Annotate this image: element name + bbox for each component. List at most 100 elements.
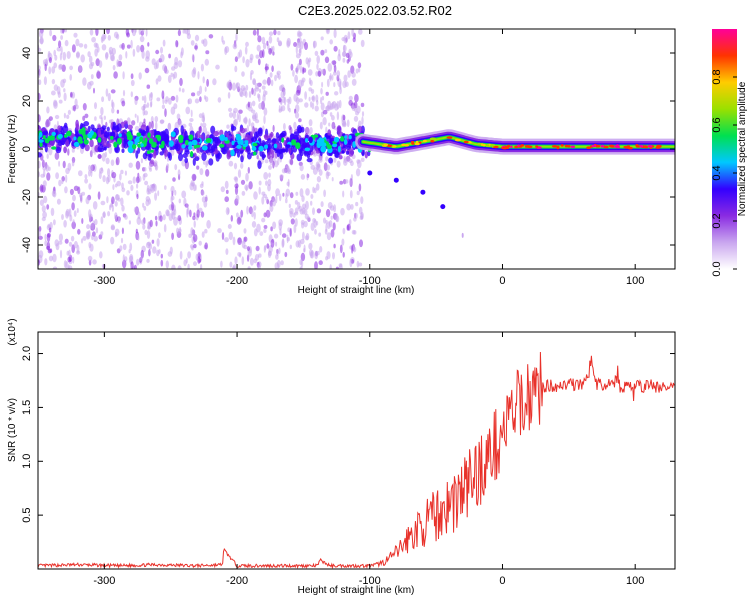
heat-hot-spot (535, 145, 539, 148)
heat-noise-blob (114, 200, 118, 207)
heat-noise-blob (105, 157, 110, 165)
heat-noise-blob (88, 183, 92, 190)
heat-noise-blob (59, 52, 63, 61)
heat-noise-blob (105, 121, 108, 128)
heat-noise-blob (58, 240, 63, 245)
heat-noise-blob (43, 169, 46, 178)
heat-noise-blob (75, 38, 80, 47)
heat-hot-spot (404, 143, 409, 147)
heat-noise-blob (118, 54, 123, 61)
heat-noise-blob (155, 60, 159, 69)
heat-noise-blob (329, 112, 333, 117)
spectrogram-x-label: Height of straight line (km) (298, 285, 415, 296)
heat-noise-blob (38, 250, 44, 258)
heat-noise-blob (270, 226, 273, 232)
heat-noise-blob (289, 158, 294, 166)
heat-hot-spot (430, 139, 435, 143)
heat-noise-blob (258, 253, 262, 258)
heat-band-blob (44, 144, 48, 153)
heat-noise-blob (199, 183, 204, 189)
heat-noise-blob (252, 126, 255, 134)
heat-noise-blob (132, 48, 136, 57)
heat-noise-blob (101, 96, 105, 103)
heat-band-blob (275, 132, 280, 139)
heat-noise-blob (276, 249, 279, 257)
heat-noise-blob (84, 113, 89, 119)
heat-noise-blob (205, 194, 208, 203)
heat-noise-blob (221, 232, 225, 241)
heat-peak-blob (116, 137, 122, 145)
heat-peak-blob (39, 142, 43, 147)
heat-noise-blob (335, 266, 339, 269)
heat-noise-blob (95, 29, 99, 36)
heat-noise-blob (299, 37, 302, 44)
heat-noise-blob (110, 236, 115, 245)
heat-band-blob (270, 131, 274, 138)
heat-noise-blob (256, 155, 259, 160)
heat-noise-blob (348, 99, 353, 106)
heat-noise-blob (237, 237, 243, 245)
heat-noise-blob (279, 85, 284, 92)
heat-noise-blob (111, 101, 115, 109)
heat-noise-blob (299, 164, 304, 172)
heat-noise-blob (136, 45, 141, 53)
heat-noise-blob (108, 146, 113, 154)
heat-noise-blob (54, 54, 58, 61)
heat-noise-blob (65, 210, 69, 219)
heat-noise-blob (100, 231, 104, 236)
heat-noise-blob (349, 177, 352, 186)
heat-noise-blob (136, 258, 140, 266)
heat-noise-blob (85, 196, 90, 205)
heat-noise-blob (126, 44, 131, 49)
heat-noise-blob (51, 66, 56, 74)
heat-noise-blob (107, 168, 111, 177)
heat-noise-blob (137, 234, 140, 241)
heat-noise-blob (144, 180, 149, 186)
heat-noise-blob (157, 75, 162, 82)
heat-noise-blob (105, 88, 109, 97)
chart-title: C2E3.2025.022.03.52.R02 (298, 3, 452, 18)
heat-noise-blob (232, 264, 237, 269)
heat-noise-blob (177, 60, 183, 68)
heat-peak-blob (235, 133, 241, 138)
heat-noise-blob (360, 196, 364, 205)
heat-noise-blob (316, 99, 319, 106)
heat-noise-blob (314, 105, 319, 112)
heat-noise-blob (288, 203, 291, 209)
heat-noise-blob (93, 235, 98, 242)
heat-noise-blob (337, 53, 342, 62)
heat-band-blob (65, 139, 69, 148)
heat-noise-blob (180, 47, 184, 56)
heat-noise-blob (255, 54, 260, 59)
heat-noise-blob (261, 85, 266, 90)
heat-noise-blob (307, 69, 313, 76)
heat-band-blob (271, 138, 277, 144)
heat-noise-blob (60, 35, 63, 40)
heat-peak-blob (150, 149, 154, 153)
heat-noise-blob (201, 231, 205, 238)
heat-noise-blob (341, 122, 347, 128)
heat-noise-blob (178, 87, 181, 92)
heat-peak-blob (146, 150, 151, 154)
heat-band-blob (97, 145, 103, 153)
heat-noise-blob (47, 223, 51, 228)
heat-noise-blob (263, 115, 266, 125)
heat-noise-blob (62, 51, 67, 61)
heat-noise-blob (202, 160, 207, 165)
heat-noise-blob (107, 34, 112, 41)
heat-noise-blob (38, 29, 44, 38)
heat-noise-blob (137, 211, 141, 220)
heat-noise-blob (168, 53, 172, 59)
heat-band-blob (123, 140, 129, 149)
heat-noise-blob (41, 159, 45, 168)
heat-noise-blob (355, 201, 359, 207)
heat-noise-blob (193, 234, 198, 243)
heat-noise-blob (298, 98, 304, 103)
spectrogram-y-tick-label: -20 (21, 189, 33, 205)
snr-x-tick-label: 0 (499, 575, 505, 587)
heat-band-blob (301, 143, 305, 152)
heat-noise-blob (154, 192, 158, 201)
heat-noise-blob (266, 243, 270, 249)
heat-noise-blob (46, 172, 51, 181)
